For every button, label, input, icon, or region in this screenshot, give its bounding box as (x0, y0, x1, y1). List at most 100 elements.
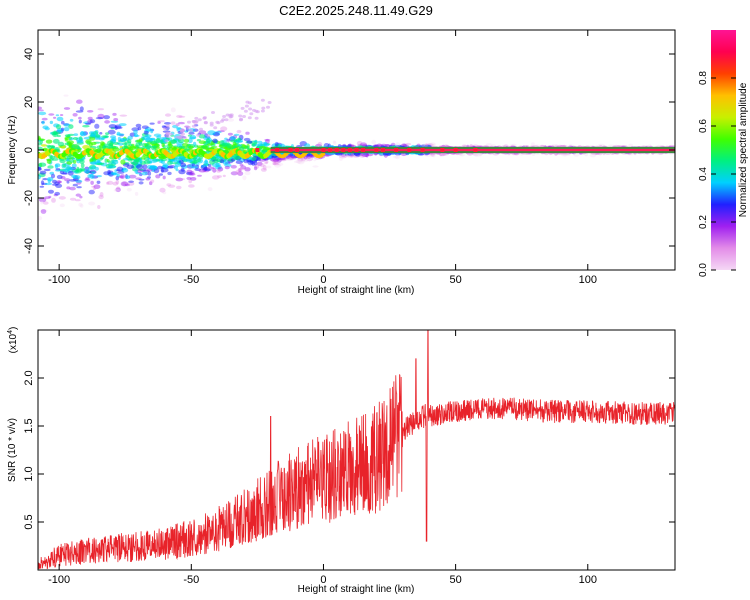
ridge-peak (255, 148, 260, 152)
heat-cell (304, 143, 311, 148)
heat-cell (67, 170, 74, 176)
heat-cell (238, 167, 245, 171)
heat-cell (85, 177, 90, 181)
heat-cell (76, 186, 82, 189)
heat-cell (239, 163, 244, 167)
heat-cell (96, 175, 103, 178)
heat-cell (165, 134, 170, 138)
heat-cell (95, 134, 100, 138)
heat-cell (201, 164, 208, 168)
heat-cell (335, 152, 343, 156)
ridge-peak (288, 148, 293, 152)
heat-cell (78, 119, 82, 124)
heat-cell (96, 180, 101, 184)
heat-cell (361, 152, 370, 157)
heat-cell (107, 140, 114, 146)
heat-cell (233, 156, 240, 160)
x-tick-label: 100 (579, 274, 597, 286)
heat-cell (82, 124, 90, 128)
y-tick-label: 1.0 (23, 466, 35, 481)
heat-cell (168, 132, 173, 136)
heat-cell (90, 180, 94, 185)
heat-cell (150, 158, 158, 164)
heat-cell (333, 141, 337, 145)
spectrogram-ticks: -100 -50 0 50 100 40 20 0 -20 -40 (23, 30, 675, 286)
heat-cell (597, 143, 606, 148)
heat-cell (110, 120, 119, 123)
heat-cell (417, 153, 424, 156)
heat-cell (276, 158, 282, 163)
heat-cell (243, 109, 248, 113)
heat-cell (473, 152, 479, 157)
heat-cell (264, 138, 271, 141)
heat-cell (271, 159, 278, 163)
heat-cell (85, 122, 92, 125)
heat-cell (224, 118, 229, 122)
heat-cell (38, 106, 43, 110)
heat-cell (94, 166, 99, 171)
heat-cell (41, 117, 48, 121)
heat-cell (197, 174, 202, 177)
heat-cell (171, 162, 178, 165)
heat-cell (186, 171, 193, 176)
heat-cell (64, 137, 68, 142)
ridge-peak (328, 148, 333, 152)
heat-cell (92, 187, 96, 191)
heat-cell (188, 164, 192, 167)
heat-cell (204, 168, 212, 171)
x-tick-label: -100 (48, 274, 70, 286)
heat-cell (170, 107, 176, 113)
heat-cell (216, 169, 221, 173)
heat-cell (43, 201, 49, 205)
heat-cell (248, 107, 253, 111)
heat-cell (157, 120, 165, 123)
heat-cell (91, 165, 96, 170)
ridge-peak (440, 148, 445, 152)
heat-cell (216, 175, 222, 178)
colorbar-tick-label: 0.4 (698, 167, 709, 181)
spectrogram-panel: -100 -50 0 50 100 40 20 0 -20 -40 Height of strai… (7, 29, 676, 296)
heat-cell (57, 129, 63, 133)
heat-cell (179, 134, 184, 138)
heat-cell (196, 139, 201, 142)
heat-cell (300, 159, 309, 162)
heat-cell (160, 139, 164, 144)
heat-cell (243, 137, 251, 142)
heat-cell (188, 172, 196, 176)
heat-cell (265, 160, 269, 164)
heat-cell (138, 168, 144, 171)
heat-cell (102, 145, 106, 148)
heat-cell (175, 177, 184, 182)
heat-cell (164, 139, 169, 143)
heat-cell (261, 106, 266, 110)
heat-cell (125, 175, 131, 180)
heat-cell (168, 184, 176, 188)
heat-cell (225, 113, 230, 117)
ridge-peak (275, 148, 280, 152)
heat-cell (99, 192, 104, 197)
heat-cell (162, 191, 167, 195)
ridge-peak (354, 148, 359, 152)
heat-cell (66, 186, 71, 190)
heat-cell (317, 142, 323, 147)
heat-cell (53, 130, 57, 136)
heat-cell (167, 171, 172, 176)
heat-cell (254, 116, 259, 120)
heat-cell (55, 124, 62, 130)
heat-cell (220, 126, 228, 132)
heat-cell (105, 132, 110, 136)
heat-cell (43, 196, 51, 200)
heat-cell (473, 152, 482, 157)
heat-cell (223, 149, 229, 154)
heat-cell (78, 116, 82, 120)
chart-title: C2E2.2025.248.11.49.G29 (279, 3, 433, 18)
y-tick-label: 1.5 (23, 418, 35, 433)
colorbar-tick-label: 0.2 (698, 215, 709, 229)
heat-cell (242, 175, 247, 181)
heat-cell (91, 185, 96, 188)
heat-cell (202, 116, 207, 120)
heat-cell (151, 145, 157, 151)
heat-cell (214, 158, 219, 164)
heat-cell (259, 163, 265, 168)
heat-cell (267, 101, 272, 104)
